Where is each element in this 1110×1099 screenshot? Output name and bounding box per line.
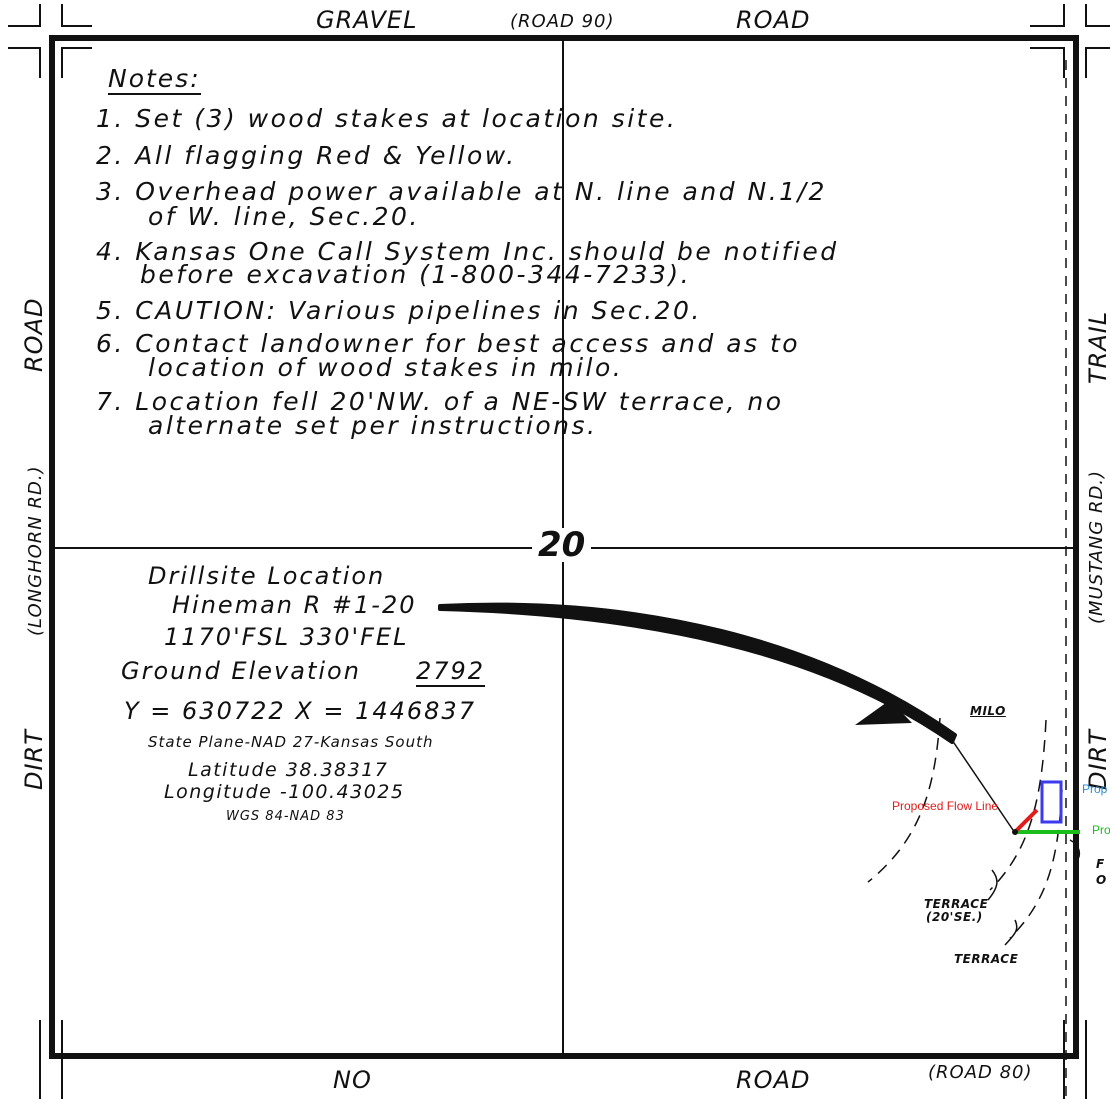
well-location-marker	[1012, 829, 1018, 835]
coordinate-datum: State Plane-NAD 27-Kansas South	[148, 733, 434, 751]
note-line: 3. Overhead power available at N. line a…	[96, 177, 827, 206]
state-plane-coords: Y = 630722 X = 1446837	[124, 697, 476, 725]
well-footage: 1170'FSL 330'FEL	[164, 623, 409, 651]
location-arrow-head	[855, 700, 912, 725]
road-label-left-top: ROAD	[20, 297, 48, 372]
note-line: 1. Set (3) wood stakes at location site.	[96, 104, 678, 133]
road-label-right-middle: (MUSTANG RD.)	[1086, 469, 1107, 624]
wgs-datum: WGS 84-NAD 83	[226, 809, 345, 824]
elevation-label: Ground Elevation	[121, 657, 361, 685]
note-line: before excavation (1-800-344-7233).	[140, 260, 692, 289]
road-label-bottom-center: ROAD	[736, 1066, 811, 1094]
proposed-flow-line-label: Proposed Flow Line	[892, 799, 999, 813]
note-line: 7. Location fell 20'NW. of a NE-SW terra…	[96, 387, 784, 416]
terrace-offset-note: (20'SE.)	[926, 910, 983, 924]
cut-off-label: F	[1096, 857, 1105, 871]
elevation-value: 2792	[416, 657, 486, 687]
note-line: of W. line, Sec.20.	[148, 202, 420, 231]
road-label-top-center: (ROAD 90)	[510, 11, 615, 32]
note-line: 6. Contact landowner for best access and…	[96, 329, 801, 358]
road-label-bottom-left: NO	[333, 1066, 372, 1094]
cut-off-label: O	[1096, 873, 1107, 887]
note-line: 2. All flagging Red & Yellow.	[96, 141, 517, 170]
latitude: Latitude 38.38317	[188, 759, 389, 781]
road-label-bottom-right: (ROAD 80)	[928, 1062, 1033, 1083]
terrace-label: TERRACE	[924, 897, 989, 911]
road-label-right-top: TRAIL	[1084, 310, 1110, 384]
road-label-left-middle: (LONGHORN RD.)	[25, 465, 46, 636]
proposed-flow-line	[1013, 808, 1039, 834]
road-label-top-left: GRAVEL	[316, 6, 418, 34]
arrow-tail-line	[951, 739, 1014, 831]
crop-label-milo: MILO	[970, 704, 1006, 718]
road-label-right-bottom: DIRT	[1084, 729, 1110, 790]
drillsite-title: Drillsite Location	[148, 562, 386, 590]
section-boundary	[49, 35, 1079, 1059]
well-name: Hineman R #1-20	[172, 591, 417, 619]
proposed-pad	[1040, 780, 1063, 824]
proposed-road-label: Pro	[1092, 823, 1110, 837]
notes-title: Notes:	[108, 64, 201, 95]
road-label-top-right: ROAD	[736, 6, 811, 34]
note-line: 5. CAUTION: Various pipelines in Sec.20.	[96, 296, 702, 325]
terrace-leaders	[987, 839, 1081, 946]
road-label-left-bottom: DIRT	[20, 729, 48, 790]
note-line: 4. Kansas One Call System Inc. should be…	[96, 237, 839, 266]
corner-ticks	[8, 4, 1110, 1099]
location-arrow	[438, 602, 957, 744]
terrace-label: TERRACE	[954, 952, 1019, 966]
longitude: Longitude -100.43025	[164, 781, 405, 803]
proposed-pad-label: Prop	[1082, 782, 1108, 796]
note-line: location of wood stakes in milo.	[148, 353, 624, 382]
note-line: alternate set per instructions.	[148, 411, 598, 440]
section-number: 20	[532, 528, 592, 562]
